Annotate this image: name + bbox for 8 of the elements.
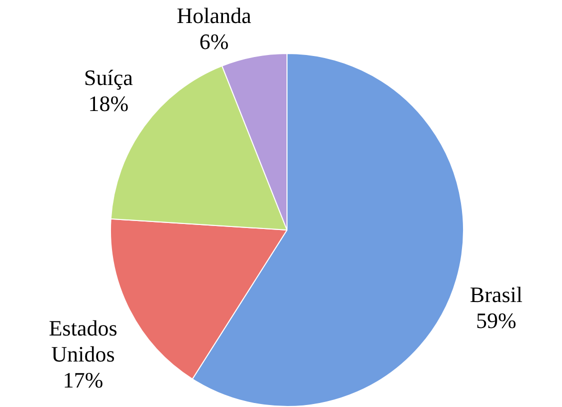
data-label: 6%	[199, 28, 229, 54]
slice-label: Holanda	[176, 2, 252, 28]
slice-label: Estados Unidos	[48, 315, 118, 366]
data-label: 17%	[62, 367, 104, 392]
slice-label: Suíça	[84, 64, 134, 90]
slice-label: Brasil	[470, 282, 522, 307]
data-label: 59%	[476, 308, 516, 333]
data-label: 18%	[88, 90, 129, 116]
